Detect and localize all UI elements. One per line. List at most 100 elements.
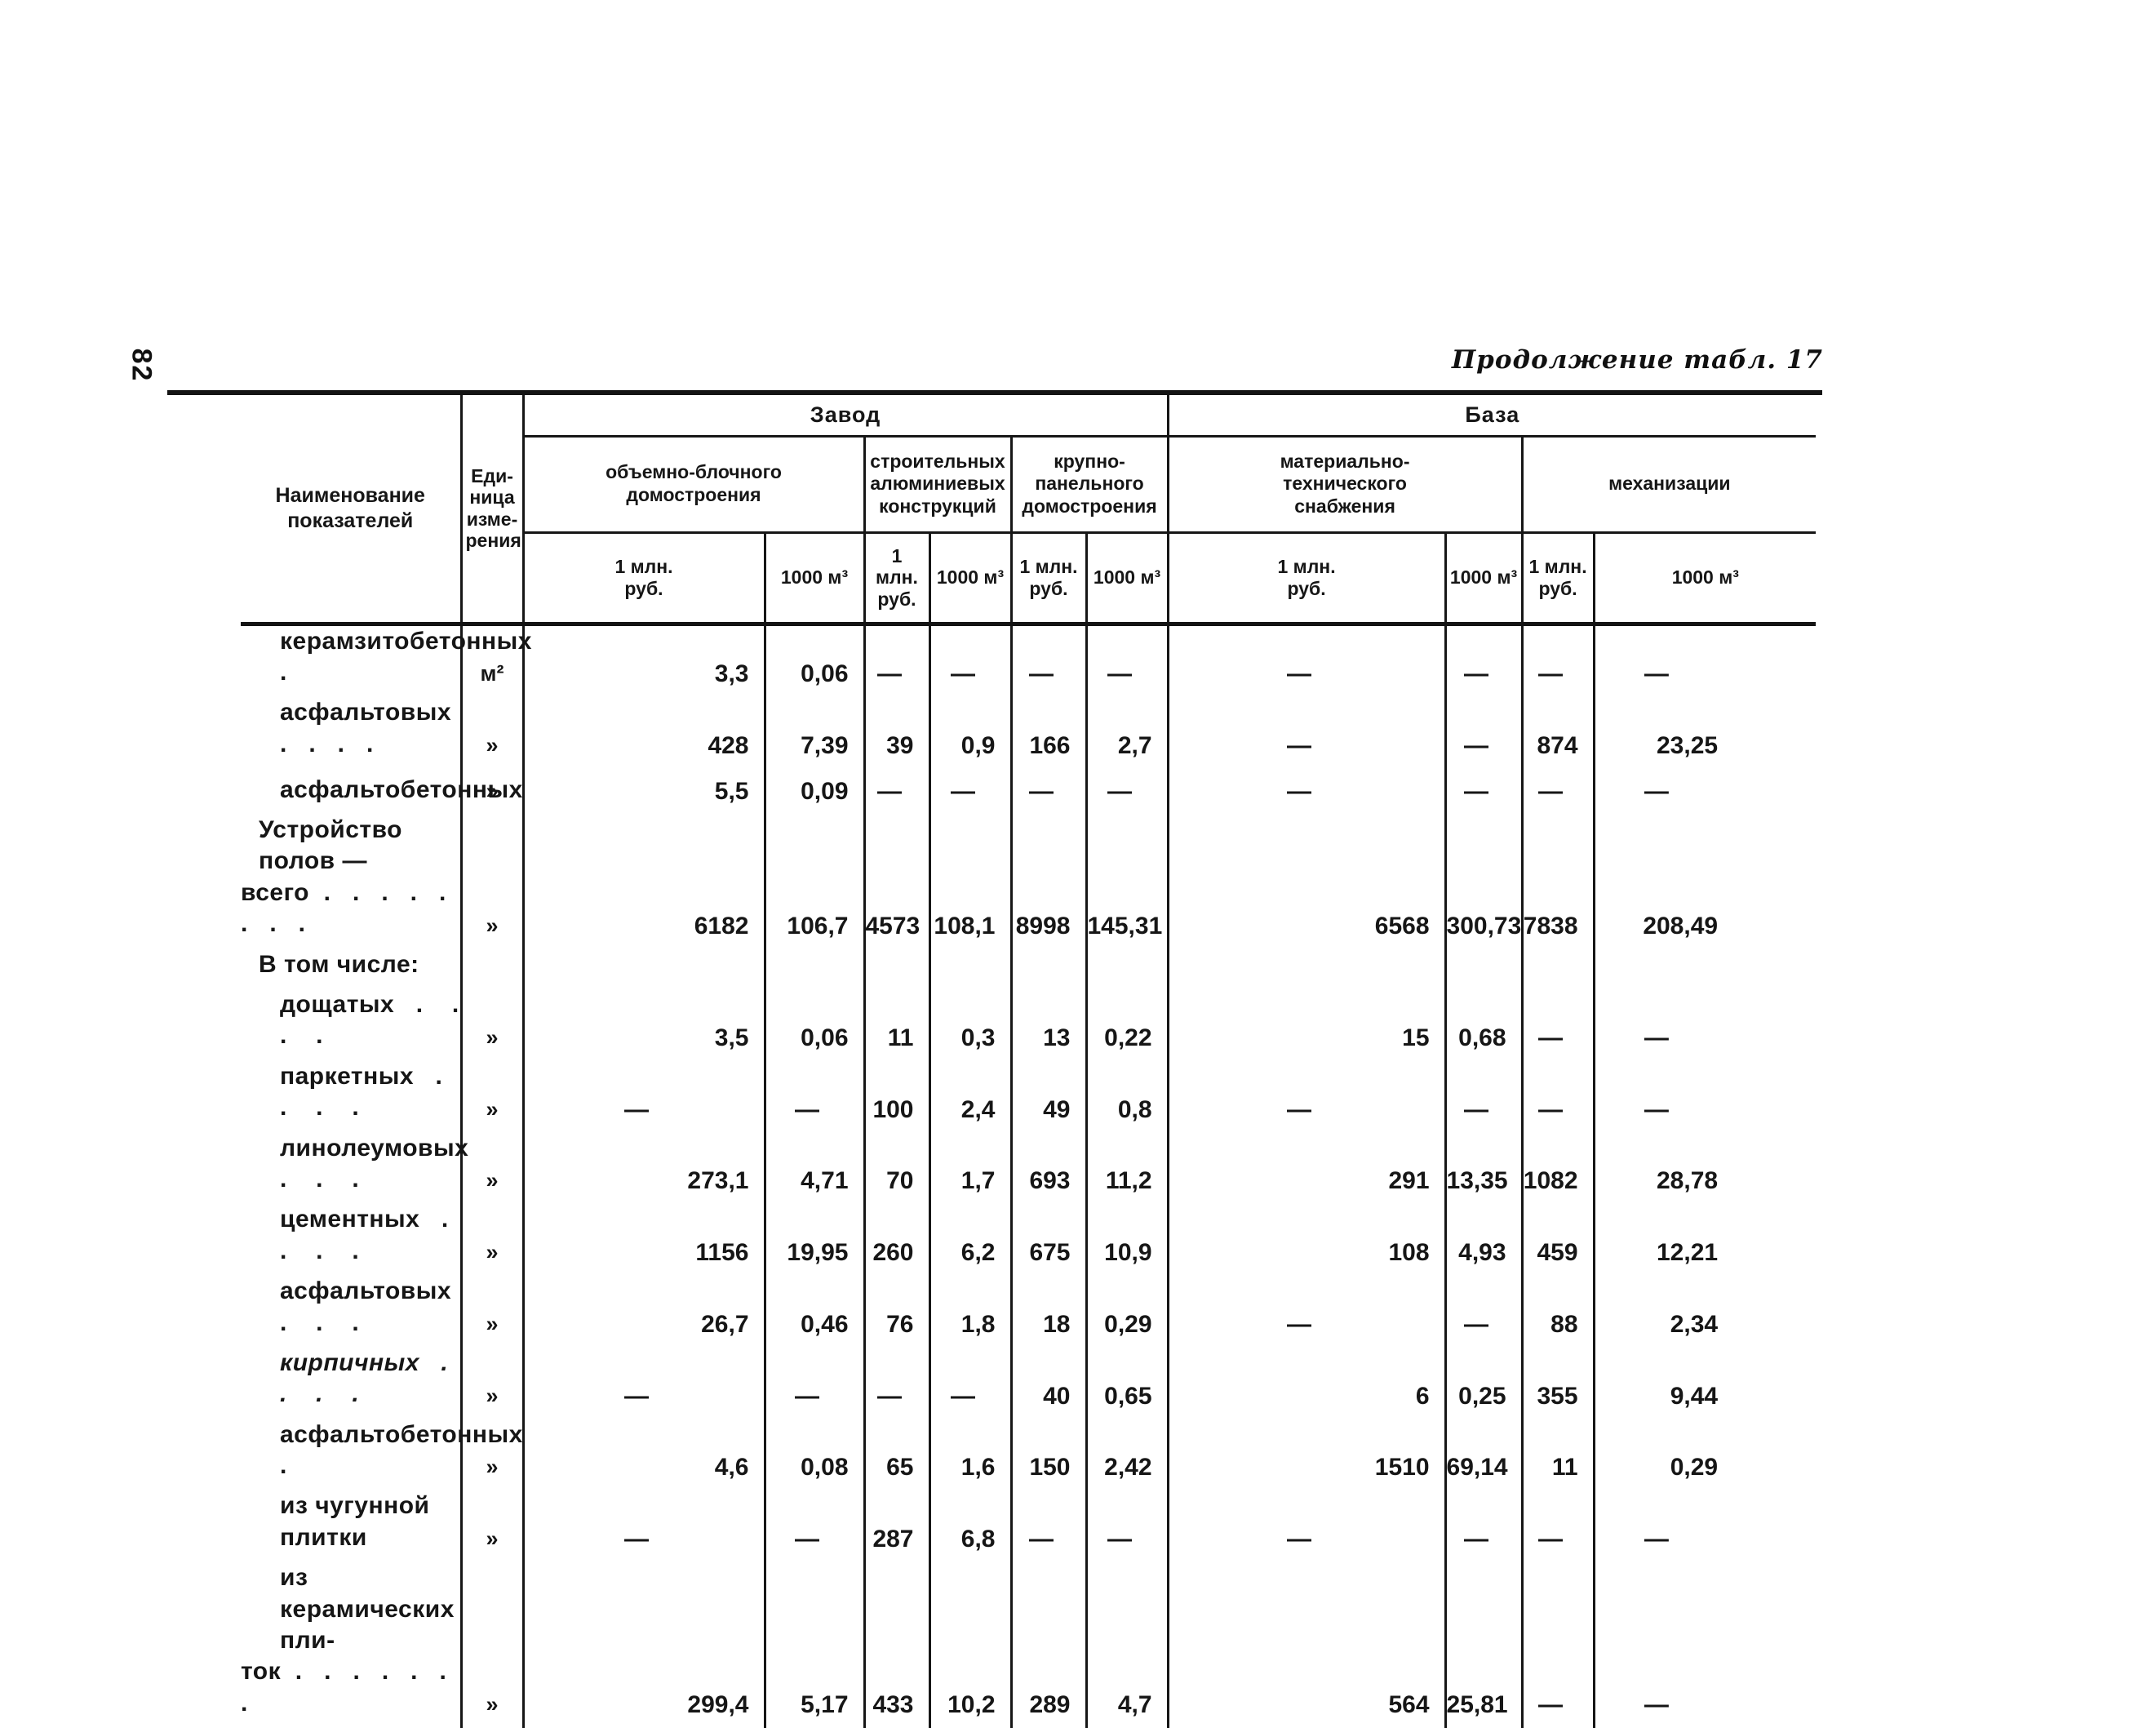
value-cell: — [1644, 660, 1669, 688]
value-cell: 0,8 [1086, 1060, 1169, 1133]
row-label-line: керамзитобетонных . [280, 627, 547, 686]
value-cell [1594, 949, 1816, 989]
value-cell: 4,6 [523, 1419, 766, 1491]
table-row: паркетных . . . .» — —100 2,4 49 0,8— — — — [241, 1060, 1816, 1133]
header-group-row: Наименование показателей Еди- ница изме-… [241, 395, 1817, 626]
row-label: Устройство полов — всего . . . . . . . . [241, 815, 468, 949]
value-cell: 106,7 [765, 815, 866, 949]
value-cell: — [1445, 769, 1524, 815]
row-label-line: паркетных . . . . [280, 1062, 472, 1122]
value-cell: 6 [1168, 1347, 1447, 1419]
value-cell: 1,6 [929, 1419, 1013, 1491]
value-cell: 299,4 [523, 1562, 766, 1728]
table-row: кирпичных . . . .» — — — —40 0,65 6 0,25 355 9,44 [241, 1347, 1816, 1419]
value-cell: 0,25 [1445, 1347, 1524, 1419]
row-label-line: Устройство полов — [259, 816, 432, 875]
row-label-line: асфальтобетонных [280, 775, 523, 803]
value-cell: 7,39 [765, 697, 866, 770]
value-cell: — [1011, 624, 1088, 698]
unit-cell: » [461, 1490, 525, 1563]
table-row: дощатых . . . .» 3,5 0,06 11 0,3 13 0,22 15 0,68… [241, 989, 1816, 1061]
value-cell: 300,73 [1445, 815, 1524, 949]
value-cell: 12,21 [1657, 1239, 1719, 1267]
value-cell: 11 [864, 989, 931, 1061]
value-cell: — [1168, 1276, 1447, 1348]
value-cell: — [864, 624, 931, 698]
value-cell: 2,34 [1670, 1310, 1719, 1338]
value-cell: 88 [1522, 1276, 1595, 1348]
value-cell: 5,17 [765, 1562, 866, 1728]
value-cell: 0,08 [765, 1419, 866, 1491]
group-header-zavod: Завод [523, 395, 1169, 438]
row-label: линолеумовых . . . [241, 1132, 468, 1205]
unit-header-m3: 1000 м³ [929, 532, 1013, 626]
value-cell: — [1644, 1691, 1669, 1719]
unit-cell: » [461, 1132, 525, 1205]
value-cell: — [523, 1490, 766, 1563]
row-label-line: кирпичных . . . . [280, 1348, 477, 1408]
row-label-line: дощатых . . . . [280, 991, 489, 1050]
value-cell: — [1168, 624, 1447, 698]
value-cell: 260 [864, 1204, 931, 1277]
unit-header-m3: 1000 м³ [1445, 532, 1524, 626]
value-cell [864, 948, 931, 990]
unit-cell [461, 948, 525, 990]
value-cell: — [929, 624, 1013, 698]
value-cell: 874 [1522, 697, 1595, 770]
subgroup-header-supply: материально- технического снабжения [1168, 436, 1524, 534]
value-cell: — [864, 1347, 931, 1419]
value-cell: 0,9 [929, 697, 1013, 770]
value-cell: 0,22 [1086, 989, 1169, 1061]
table-row: асфальтовых . . .» 26,7 0,46 76 1,8 18 0,29— —8… [241, 1276, 1816, 1348]
value-cell: 355 [1522, 1347, 1595, 1419]
value-cell [765, 948, 866, 990]
unit-header-m3: 1000 м³ [765, 532, 866, 626]
value-cell: — [1168, 1060, 1447, 1133]
header-units-row: 1 млн. руб. 1000 м³ 1 млн. руб. 1000 м³ … [241, 532, 1817, 626]
value-cell: 564 [1168, 1562, 1447, 1728]
unit-cell: м² [461, 624, 525, 698]
value-cell: 0,65 [1086, 1347, 1169, 1419]
row-label: кирпичных . . . . [241, 1347, 477, 1419]
row-label: асфальтовых . . . [241, 1276, 463, 1348]
value-cell [1168, 948, 1447, 990]
value-cell: 4,93 [1445, 1204, 1524, 1277]
value-cell: 70 [864, 1132, 931, 1205]
value-cell [1522, 948, 1595, 990]
value-cell: — [929, 1347, 1013, 1419]
value-cell: 433 [864, 1562, 931, 1728]
value-cell: 1510 [1168, 1419, 1447, 1491]
value-cell: 3,3 [523, 624, 766, 698]
value-cell: 108,1 [929, 815, 1013, 949]
value-cell: 0,29 [1086, 1276, 1169, 1348]
row-label-line: всего . . . . . . . . [241, 878, 468, 938]
row-label-line: ток . . . . . . . [241, 1658, 468, 1717]
value-cell: 6182 [523, 815, 766, 949]
unit-cell: » [461, 1276, 525, 1348]
table-title: Продолжение табл. 17 [1451, 345, 1823, 375]
data-table: Наименование показателей Еди- ница изме-… [241, 395, 1817, 1728]
row-label-line: В том числе: [259, 950, 419, 978]
value-cell: 1082 [1522, 1132, 1595, 1205]
value-cell: — [1644, 1526, 1669, 1553]
unit-cell: » [461, 1060, 525, 1133]
value-cell: 40 [1011, 1347, 1088, 1419]
value-cell: 166 [1011, 697, 1088, 770]
value-cell: 0,09 [765, 769, 866, 815]
unit-header-rub: 1 млн. руб. [1522, 532, 1595, 626]
row-label-line: из чугунной плитки [280, 1492, 437, 1551]
value-cell: 150 [1011, 1419, 1088, 1491]
value-cell: 10,9 [1086, 1204, 1169, 1277]
value-cell: — [1445, 624, 1524, 698]
value-cell [929, 948, 1013, 990]
value-cell: — [1086, 769, 1169, 815]
row-label: паркетных . . . . [241, 1060, 472, 1133]
unit-header-m3: 1000 м³ [1594, 532, 1817, 626]
value-cell: — [1644, 1095, 1669, 1123]
table-row: асфальтобетонных» 5,5 0,09— — — — — — — — [241, 769, 1816, 815]
page-number: 82 [126, 348, 157, 383]
row-label-line: цементных . . . . [280, 1206, 478, 1264]
value-cell: 2,4 [929, 1060, 1013, 1133]
value-cell: 6,2 [929, 1204, 1013, 1277]
value-cell: 18 [1011, 1276, 1088, 1348]
